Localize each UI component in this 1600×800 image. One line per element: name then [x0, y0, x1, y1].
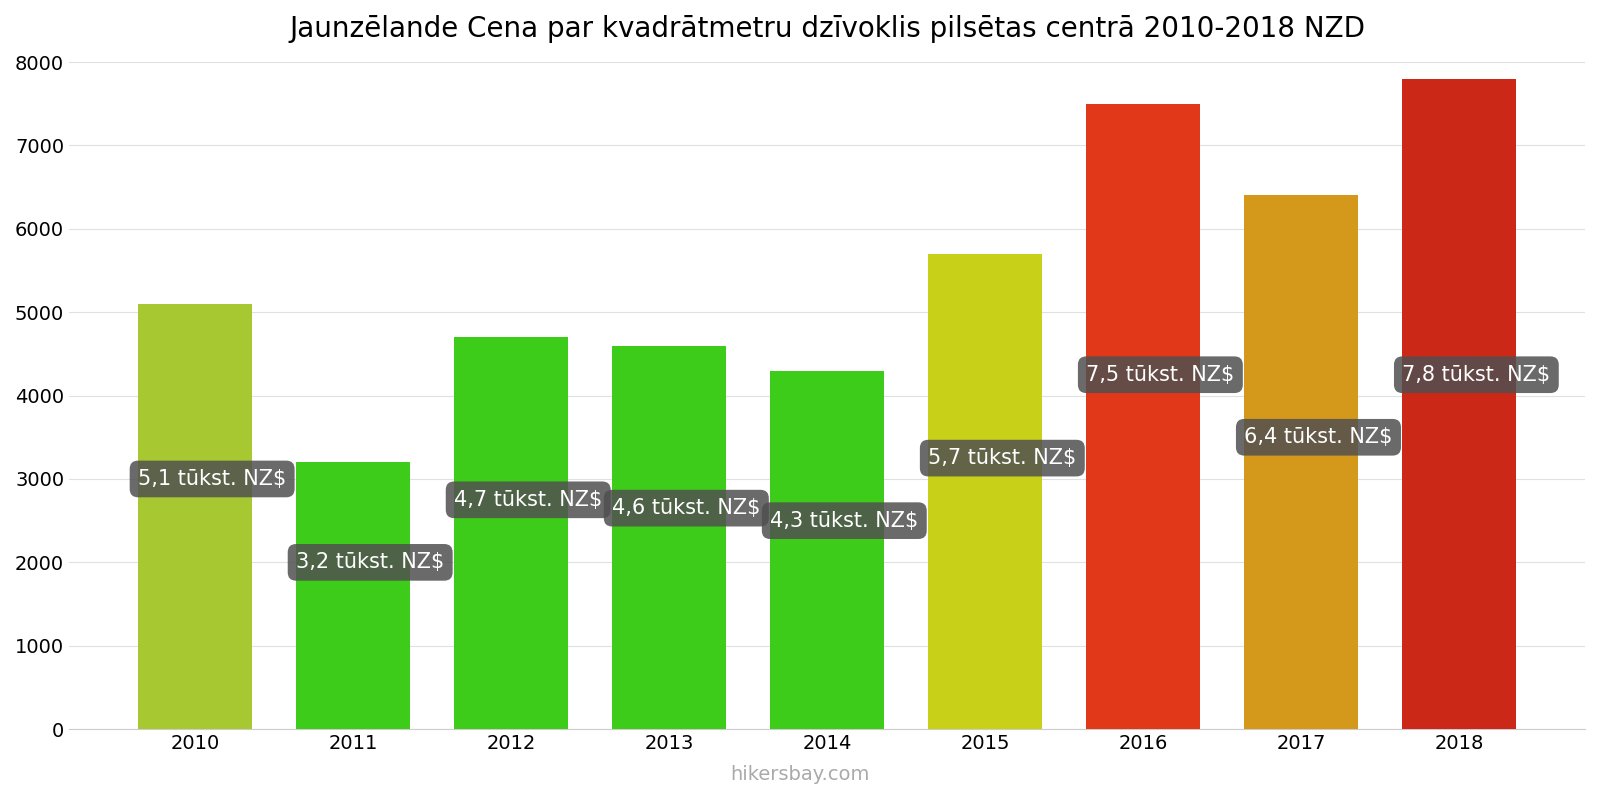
Text: 6,4 tūkst. NZ$: 6,4 tūkst. NZ$ — [1245, 427, 1392, 447]
Text: 7,8 tūkst. NZ$: 7,8 tūkst. NZ$ — [1402, 365, 1550, 385]
Bar — [613, 346, 726, 729]
Text: 3,2 tūkst. NZ$: 3,2 tūkst. NZ$ — [296, 552, 445, 572]
Text: 4,3 tūkst. NZ$: 4,3 tūkst. NZ$ — [770, 510, 918, 530]
Bar — [928, 254, 1042, 729]
Bar — [1245, 195, 1358, 729]
Text: hikersbay.com: hikersbay.com — [730, 765, 870, 784]
Bar — [296, 462, 410, 729]
Title: Jaunzēlande Cena par kvadrātmetru dzīvoklis pilsētas centrā 2010-2018 NZD: Jaunzēlande Cena par kvadrātmetru dzīvok… — [290, 15, 1365, 43]
Bar — [1402, 78, 1517, 729]
Text: 5,7 tūkst. NZ$: 5,7 tūkst. NZ$ — [928, 448, 1077, 468]
Bar — [138, 304, 251, 729]
Bar — [770, 370, 883, 729]
Text: 7,5 tūkst. NZ$: 7,5 tūkst. NZ$ — [1086, 365, 1235, 385]
Bar — [1086, 104, 1200, 729]
Bar — [454, 337, 568, 729]
Text: 4,7 tūkst. NZ$: 4,7 tūkst. NZ$ — [454, 490, 602, 510]
Text: 5,1 tūkst. NZ$: 5,1 tūkst. NZ$ — [138, 469, 286, 489]
Text: 4,6 tūkst. NZ$: 4,6 tūkst. NZ$ — [613, 498, 760, 518]
